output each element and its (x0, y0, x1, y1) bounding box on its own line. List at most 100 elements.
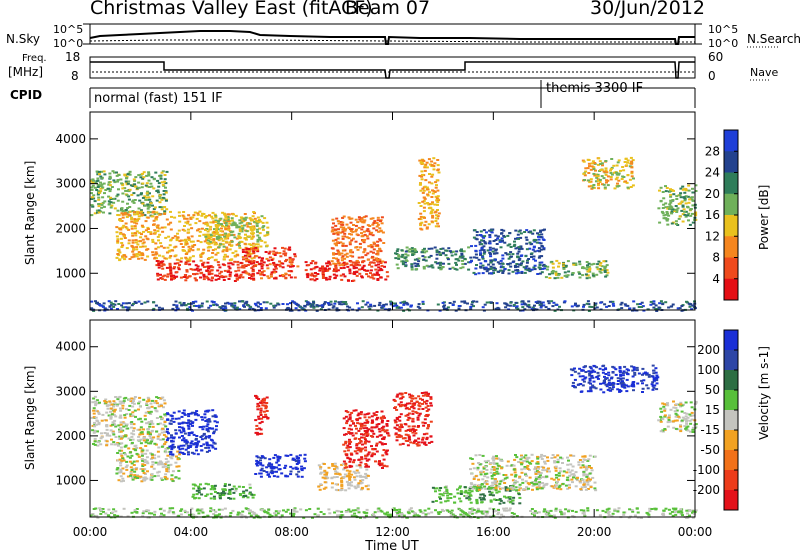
echo-cell (183, 229, 187, 232)
echo-cell (119, 407, 122, 410)
echo-cell (221, 488, 225, 491)
echo-cell (145, 422, 149, 425)
echo-cell (118, 449, 122, 452)
echo-cell (424, 179, 428, 182)
echo-cell (592, 184, 596, 186)
echo-cell (260, 273, 264, 276)
echo-cell (188, 306, 192, 309)
echo-cell (394, 257, 398, 260)
echo-cell (128, 173, 132, 176)
echo-cell (321, 269, 325, 272)
echo-cell (666, 223, 670, 226)
echo-cell (364, 449, 368, 452)
echo-cell (333, 268, 336, 271)
echo-cell (382, 425, 386, 428)
echo-cell (654, 304, 658, 307)
echo-cell (430, 210, 434, 213)
echo-cell (375, 411, 379, 413)
echo-cell (425, 226, 429, 229)
echo-cell (130, 227, 134, 230)
echo-cell (164, 425, 168, 428)
echo-cell (261, 263, 265, 266)
echo-cell (669, 193, 673, 196)
echo-cell (136, 428, 140, 431)
echo-cell (184, 304, 188, 307)
echo-cell (424, 163, 428, 166)
echo-cell (113, 303, 117, 306)
echo-cell (482, 249, 486, 252)
echo-cell (122, 422, 126, 425)
echo-cell (475, 238, 479, 241)
echo-cell (154, 218, 158, 221)
echo-cell (259, 469, 263, 472)
echo-cell (218, 236, 222, 239)
echo-cell (175, 258, 179, 261)
echo-cell (524, 303, 528, 306)
echo-cell (495, 491, 499, 494)
echo-cell (163, 206, 167, 208)
echo-cell (161, 267, 165, 270)
echo-cell (94, 181, 98, 184)
echo-cell (132, 248, 136, 251)
echo-cell (99, 437, 103, 440)
echo-cell (156, 437, 160, 440)
echo-cell (165, 430, 169, 433)
echo-cell (211, 266, 215, 269)
echo-cell (184, 439, 188, 442)
echo-cell (501, 257, 505, 260)
echo-cell (458, 497, 462, 500)
echo-cell (109, 201, 113, 204)
echo-cell (128, 206, 132, 208)
echo-cell (161, 260, 165, 263)
echo-cell (174, 417, 178, 420)
echo-cell (662, 217, 666, 220)
echo-cell (649, 303, 653, 306)
echo-cell (162, 180, 166, 183)
echo-cell (370, 245, 374, 248)
echo-cell (134, 302, 138, 304)
echo-cell (200, 449, 204, 452)
echo-cell (481, 493, 485, 496)
echo-cell (200, 214, 204, 217)
echo-cell (205, 237, 209, 240)
echo-cell (169, 453, 172, 456)
echo-cell (408, 393, 411, 396)
echo-cell (516, 255, 520, 258)
echo-cell (118, 258, 122, 261)
echo-cell (149, 413, 153, 415)
echo-cell (427, 203, 431, 206)
echo-cell (147, 399, 151, 402)
echo-cell (507, 269, 511, 272)
echo-cell (296, 475, 300, 478)
echo-cell (417, 425, 420, 427)
echo-cell (119, 178, 123, 181)
echo-cell (397, 403, 401, 406)
echo-cell (467, 498, 471, 501)
echo-cell (276, 459, 280, 462)
echo-cell (131, 467, 135, 470)
echo-cell (671, 303, 675, 306)
echo-cell (255, 464, 259, 467)
echo-cell (166, 412, 169, 415)
echo-cell (189, 412, 193, 415)
echo-cell (474, 249, 478, 252)
echo-cell (278, 260, 282, 263)
echo-cell (682, 196, 686, 199)
echo-cell (369, 305, 373, 308)
echo-cell (379, 229, 383, 232)
echo-cell (249, 260, 253, 263)
echo-cell (406, 440, 409, 442)
echo-cell (355, 228, 358, 231)
echo-cell (260, 267, 264, 270)
echo-cell (386, 449, 389, 452)
echo-cell (222, 307, 225, 310)
echo-cell (334, 470, 338, 473)
echo-cell (214, 428, 218, 431)
echo-cell (174, 461, 178, 464)
echo-cell (381, 437, 384, 440)
echo-cell (312, 267, 316, 270)
echo-cell (319, 308, 323, 311)
echo-cell (226, 270, 230, 273)
echo-cell (481, 306, 485, 309)
